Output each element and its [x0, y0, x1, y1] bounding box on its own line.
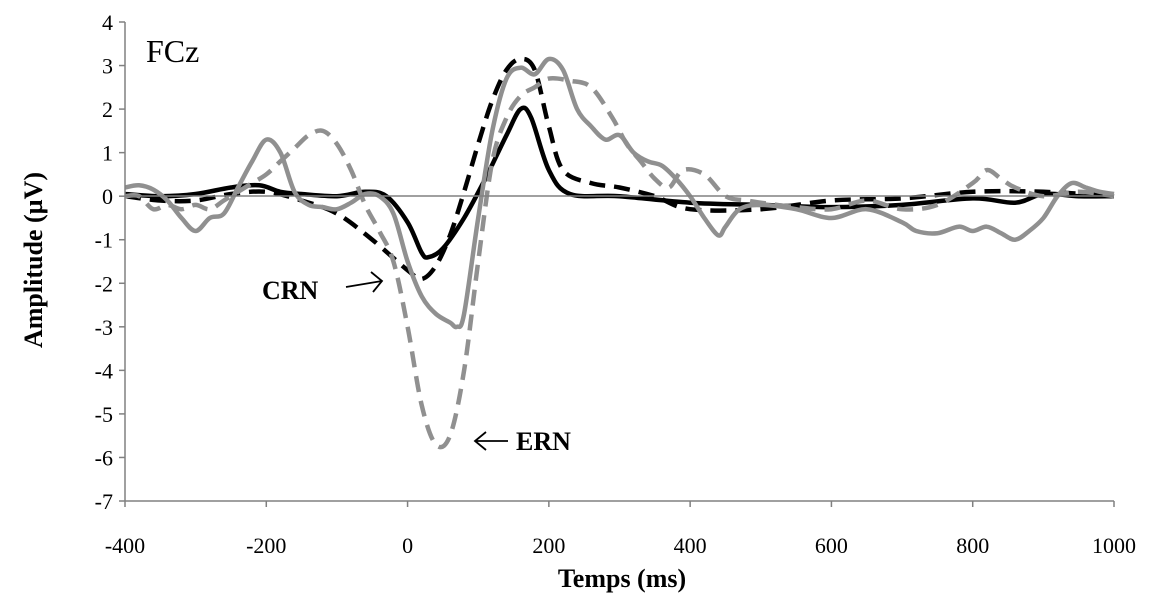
- crn-arrow-icon: [345, 271, 384, 293]
- y-tick-label: -3: [95, 315, 113, 340]
- ern-annotation: ERN: [516, 427, 571, 456]
- x-tick-label: 0: [402, 533, 413, 558]
- x-tick-label: 600: [815, 533, 848, 558]
- y-tick-label: 3: [102, 54, 113, 79]
- y-tick-label: -7: [95, 489, 113, 514]
- x-tick-label: -200: [246, 533, 286, 558]
- y-tick-label: -2: [95, 271, 113, 296]
- y-tick-label: -4: [95, 358, 113, 383]
- x-tick-label: 1000: [1092, 533, 1136, 558]
- series-layer: [124, 56, 1115, 450]
- y-tick-label: 1: [102, 141, 113, 166]
- axes-layer: 4 3 2 1 0 -1 -2 -3 -4 -5 -6 -7 -400 -200 0 200 400 600 800…: [95, 10, 1136, 558]
- y-tick-label: -6: [95, 445, 113, 470]
- y-tick-label: -5: [95, 402, 113, 427]
- y-tick-label: -1: [95, 228, 113, 253]
- x-tick-label: 400: [674, 533, 707, 558]
- y-tick-label: 4: [102, 10, 113, 35]
- panel-label: FCz: [146, 33, 199, 69]
- x-tick-label: -400: [105, 533, 145, 558]
- series-line-dashed-gray: [124, 76, 1115, 450]
- crn-annotation: CRN: [262, 276, 319, 305]
- annotation-arrows: [345, 271, 508, 451]
- series-line-solid-gray: [124, 56, 1115, 330]
- x-tick-label: 800: [956, 533, 989, 558]
- y-tick-label: 2: [102, 97, 113, 122]
- ern-arrow-icon: [473, 431, 508, 451]
- y-axis-title: Amplitude (µV): [19, 172, 48, 348]
- x-tick-label: 200: [532, 533, 565, 558]
- y-tick-label: 0: [102, 184, 113, 209]
- series-line-solid-black: [124, 105, 1115, 260]
- x-axis-title: Temps (ms): [558, 564, 686, 593]
- series-line-dashed-black: [124, 56, 1115, 282]
